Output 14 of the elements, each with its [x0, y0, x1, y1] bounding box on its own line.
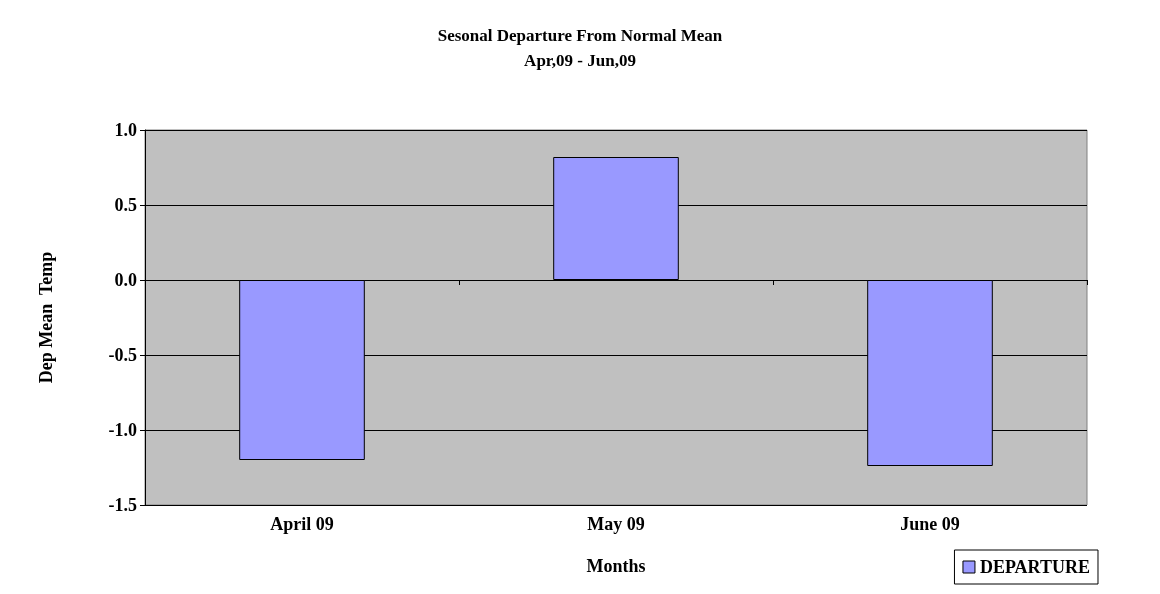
legend-label: DEPARTURE — [979, 557, 1091, 577]
x-axis-title: Months — [586, 556, 646, 576]
chart-title: Sesonal Departure From Normal Mean — [437, 26, 723, 45]
y-tick-label: 0.5 — [114, 195, 137, 215]
y-tick-label: -0.5 — [108, 345, 137, 365]
y-tick-label: -1.5 — [108, 495, 137, 515]
x-tick-label: May 09 — [587, 514, 645, 534]
x-tick-label: April 09 — [270, 514, 334, 534]
chart-subtitle: Apr,09 - Jun,09 — [524, 51, 636, 70]
y-axis-title: Dep Mean Temp — [36, 251, 56, 384]
y-tick-label: 1.0 — [114, 120, 137, 140]
y-tick-label: 0.0 — [114, 270, 137, 290]
y-tick-label: -1.0 — [108, 420, 137, 440]
x-tick-label: June 09 — [900, 514, 960, 534]
